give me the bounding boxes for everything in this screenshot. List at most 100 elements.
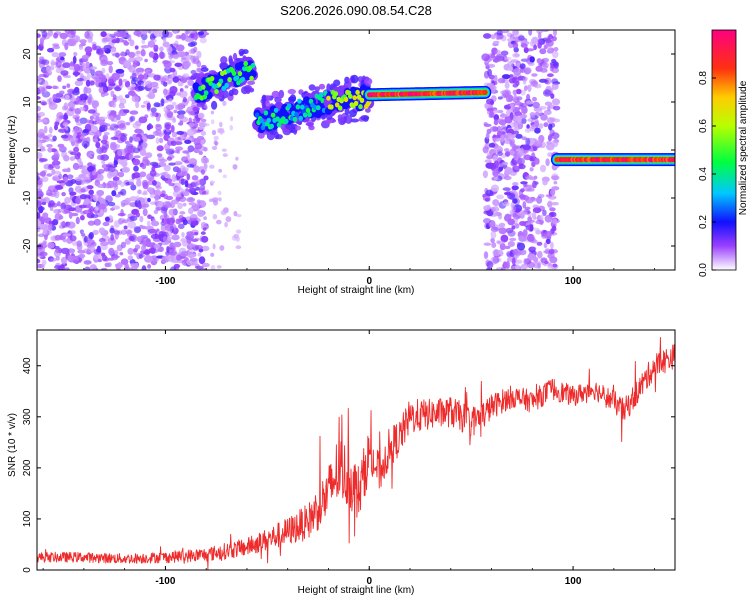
noise-speckle (535, 229, 542, 235)
noise-speckle (497, 109, 504, 114)
noise-speckle (47, 134, 53, 138)
noise-speckle (70, 61, 74, 67)
noise-speckle (186, 164, 195, 168)
noise-speckle (481, 53, 490, 62)
noise-speckle (520, 43, 528, 48)
noise-speckle (84, 235, 88, 243)
noise-speckle (179, 211, 186, 215)
noise-speckle (172, 76, 180, 83)
noise-speckle (512, 42, 519, 50)
ridge-point (218, 78, 224, 84)
noise-speckle (139, 171, 147, 178)
ridge-halo (245, 86, 251, 95)
noise-speckle (89, 66, 98, 70)
ridge-halo (278, 89, 285, 99)
noise-speckle (510, 59, 519, 63)
ridge-point (224, 82, 229, 88)
noise-speckle (84, 266, 91, 270)
noise-speckle (160, 77, 167, 83)
noise-speckle (219, 121, 223, 128)
noise-speckle (550, 241, 554, 250)
ridge-point (343, 96, 349, 103)
noise-speckle (147, 264, 152, 269)
noise-speckle (141, 164, 147, 170)
noise-speckle (198, 150, 203, 155)
noise-speckle (168, 208, 177, 216)
noise-speckle (201, 245, 210, 252)
noise-speckle (533, 44, 537, 51)
ridge-halo (350, 74, 359, 84)
noise-speckle (158, 231, 164, 238)
ridge-halo (192, 106, 200, 111)
noise-speckle (40, 133, 45, 137)
noise-speckle (198, 126, 205, 131)
noise-speckle (87, 166, 95, 172)
noise-speckle (538, 106, 547, 110)
noise-speckle (37, 188, 43, 195)
noise-speckle (497, 151, 503, 157)
noise-speckle (82, 248, 91, 254)
noise-speckle (146, 220, 151, 228)
noise-speckle (507, 61, 513, 69)
noise-speckle (85, 61, 90, 69)
noise-speckle (124, 197, 131, 206)
noise-speckle (141, 265, 147, 270)
noise-speckle (175, 146, 184, 151)
noise-speckle (179, 90, 188, 99)
noise-speckle (499, 113, 508, 119)
noise-speckle (208, 164, 215, 169)
noise-speckle (178, 223, 185, 230)
noise-speckle (115, 130, 122, 137)
noise-speckle (108, 78, 115, 87)
noise-speckle (514, 111, 523, 116)
noise-speckle (176, 130, 185, 135)
noise-speckle (515, 133, 523, 139)
noise-speckle (519, 113, 528, 119)
noise-speckle (144, 255, 153, 263)
snr-background (37, 330, 675, 570)
noise-speckle (152, 130, 160, 136)
noise-speckle (190, 55, 195, 60)
ridge-point (303, 96, 311, 105)
noise-speckle (152, 164, 162, 168)
noise-speckle (520, 263, 528, 270)
noise-speckle (500, 266, 506, 270)
noise-speckle (88, 232, 94, 240)
noise-speckle (79, 94, 86, 99)
noise-speckle (132, 122, 141, 129)
noise-speckle (120, 51, 126, 58)
noise-speckle (175, 44, 185, 52)
noise-speckle (74, 176, 83, 181)
noise-speckle (179, 120, 184, 125)
noise-speckle (92, 229, 99, 235)
noise-speckle (165, 195, 174, 201)
noise-speckle (96, 173, 104, 182)
noise-speckle (37, 152, 43, 159)
noise-speckle (60, 134, 69, 139)
noise-speckle (40, 263, 46, 269)
noise-speckle (150, 107, 157, 113)
noise-speckle (500, 134, 505, 143)
noise-speckle (121, 219, 129, 224)
noise-speckle (527, 216, 533, 223)
noise-speckle (514, 100, 521, 106)
noise-speckle (184, 159, 190, 164)
noise-speckle (542, 179, 548, 186)
x-tick-label: 0 (366, 276, 372, 287)
noise-speckle (119, 252, 124, 256)
noise-speckle (179, 134, 185, 139)
noise-speckle (539, 48, 547, 55)
noise-speckle (158, 51, 165, 59)
noise-speckle (550, 93, 555, 99)
noise-speckle (100, 59, 108, 66)
noise-speckle (530, 197, 538, 202)
noise-speckle (150, 248, 159, 253)
noise-speckle (204, 157, 210, 164)
noise-speckle (54, 248, 63, 254)
noise-speckle (552, 263, 558, 268)
ridge-point (203, 90, 209, 96)
noise-speckle (57, 201, 61, 207)
noise-speckle (175, 218, 181, 225)
noise-speckle (133, 136, 141, 142)
noise-speckle (157, 156, 165, 161)
